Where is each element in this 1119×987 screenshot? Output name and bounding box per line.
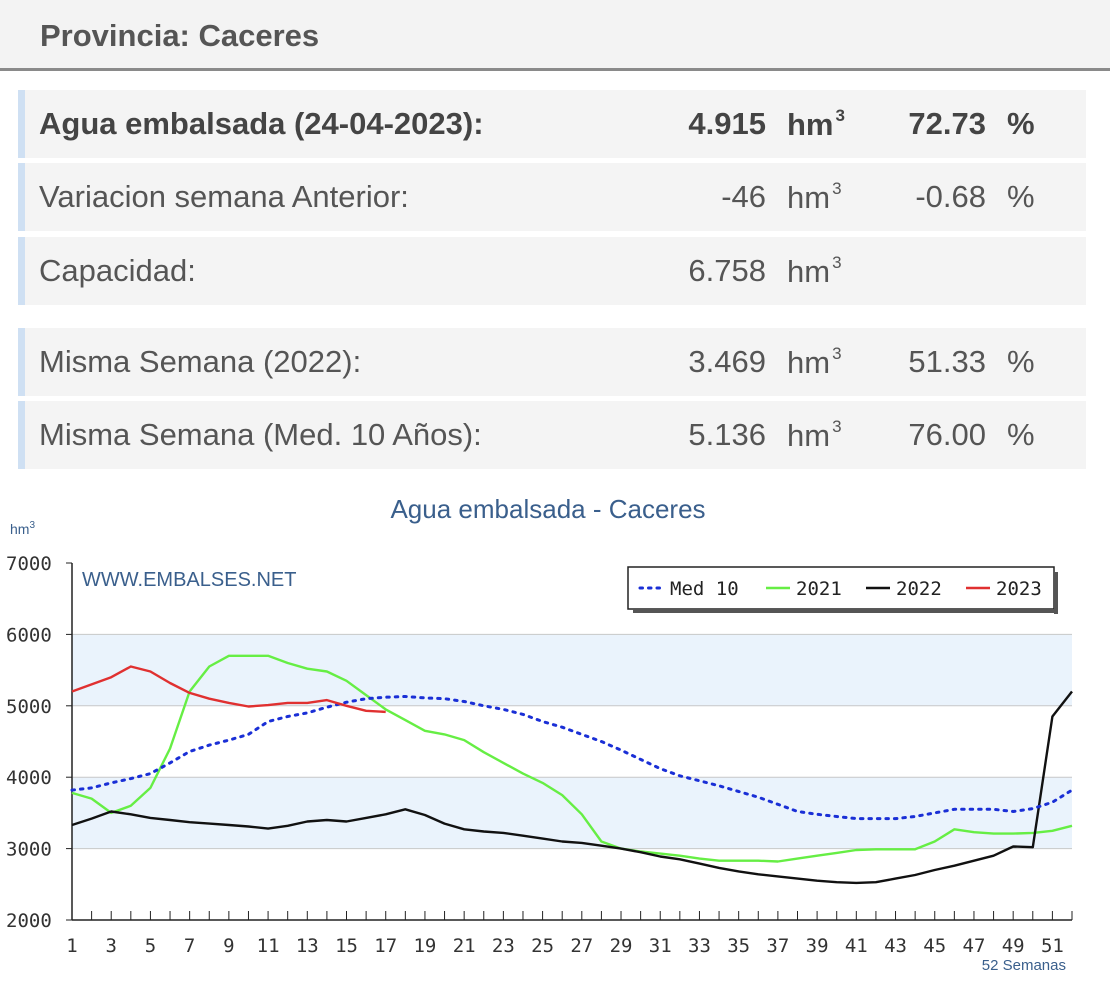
stat-percent-sign: %	[1007, 417, 1035, 452]
stat-label: Variacion semana Anterior:	[39, 179, 409, 214]
x-tick-label: 31	[649, 935, 672, 957]
stat-label: Agua embalsada (24-04-2023):	[39, 106, 484, 141]
plot-area	[72, 563, 1072, 920]
series-line-2022	[71, 690, 1073, 885]
stat-percent-sign: %	[1007, 106, 1035, 141]
x-tick-label: 45	[923, 935, 946, 957]
stat-label: Misma Semana (2022):	[39, 344, 362, 379]
x-tick-label: 43	[884, 935, 907, 957]
plot-band	[72, 634, 1072, 706]
province-header: Provincia: Caceres	[0, 0, 1110, 71]
x-tick-label: 23	[492, 935, 515, 957]
stat-unit-text: hm	[787, 107, 834, 142]
x-tick-label: 1	[66, 935, 77, 957]
chart-title: Agua embalsada - Caceres	[390, 494, 705, 524]
stat-percent: 76.00	[908, 417, 986, 452]
stat-percent: 72.73	[908, 106, 986, 141]
x-axis-note: 52 Semanas	[982, 957, 1066, 974]
stat-unit: hm 3	[787, 417, 842, 454]
stat-value: 5.136	[688, 417, 766, 452]
x-tick-label: 11	[257, 935, 280, 957]
stat-value: 3.469	[688, 344, 766, 379]
stat-unit-text: hm	[787, 180, 831, 215]
stat-unit: hm 3	[787, 179, 842, 216]
x-tick-label: 13	[296, 935, 319, 957]
stat-percent: -0.68	[915, 179, 986, 214]
x-tick-label: 41	[845, 935, 868, 957]
x-tick-label: 3	[105, 935, 116, 957]
y-tick-label: 2000	[6, 910, 52, 932]
plot-band	[72, 777, 1072, 849]
stat-unit-sup: 3	[832, 253, 842, 272]
stats-row: Agua embalsada (24-04-2023): 4.915 hm 3 72.7…	[18, 90, 1086, 158]
stat-unit: hm 3	[787, 344, 842, 381]
y-tick-label: 7000	[6, 553, 52, 575]
stats-row: Capacidad: 6.758 hm 3	[18, 237, 1086, 305]
x-tick-label: 25	[531, 935, 554, 957]
legend-shadow	[1054, 572, 1058, 614]
x-tick-label: 27	[570, 935, 593, 957]
x-tick-label: 19	[413, 935, 436, 957]
stats-row: Misma Semana (Med. 10 Años): 5.136 hm 3 76.0…	[18, 401, 1086, 469]
x-tick-label: 29	[610, 935, 633, 957]
legend-label: 2021	[796, 578, 842, 600]
x-tick-label: 5	[145, 935, 156, 957]
x-tick-label: 47	[963, 935, 986, 957]
stats-row: Misma Semana (2022): 3.469 hm 3 51.33%	[18, 328, 1086, 396]
x-tick-label: 37	[766, 935, 789, 957]
x-tick-label: 51	[1041, 935, 1064, 957]
province-title: Provincia: Caceres	[40, 18, 320, 53]
stat-unit: hm 3	[787, 253, 842, 290]
x-tick-label: 35	[727, 935, 750, 957]
y-tick-label: 4000	[6, 767, 52, 789]
stat-unit-text: hm	[787, 418, 831, 453]
y-tick-label: 6000	[6, 624, 52, 646]
series-line-2021	[71, 654, 1073, 863]
legend-label: Med 10	[670, 578, 739, 600]
stat-percent-sign: %	[1007, 344, 1035, 379]
stat-unit-sup: 3	[832, 344, 842, 363]
stat-value: 4.915	[688, 106, 766, 141]
x-tick-label: 39	[806, 935, 829, 957]
y-tick-label: 5000	[6, 696, 52, 718]
stat-label: Capacidad:	[39, 253, 196, 288]
watermark: WWW.EMBALSES.NET	[82, 569, 296, 591]
x-tick-label: 33	[688, 935, 711, 957]
stat-value: -46	[721, 179, 766, 214]
stats-row: Variacion semana Anterior: -46 hm 3 -0.68%	[18, 163, 1086, 231]
x-tick-label: 15	[335, 935, 358, 957]
series-line-2023	[71, 665, 386, 714]
x-tick-label: 21	[453, 935, 476, 957]
stat-percent-sign: %	[1007, 179, 1035, 214]
stat-unit: hm 3	[787, 106, 845, 143]
x-tick-label: 49	[1002, 935, 1025, 957]
x-tick-label: 17	[374, 935, 397, 957]
y-axis-unit-label: hm3	[10, 520, 35, 537]
stat-unit-sup: 3	[832, 417, 842, 436]
stat-label: Misma Semana (Med. 10 Años):	[39, 417, 482, 452]
y-tick-label: 3000	[6, 839, 52, 861]
reservoir-chart: 2000 3000 4000 5000 6000 7000 1 3 5 7 9 11 13 15 17 19 2…	[0, 480, 1119, 982]
stat-value: 6.758	[688, 253, 766, 288]
legend-label: 2023	[996, 578, 1042, 600]
x-tick-label: 9	[223, 935, 234, 957]
stat-percent: 51.33	[908, 344, 986, 379]
stat-unit-text: hm	[787, 345, 831, 380]
legend-label: 2022	[896, 578, 942, 600]
stat-unit-sup: 3	[832, 179, 842, 198]
stat-unit-sup: 3	[835, 106, 845, 125]
legend-shadow	[633, 609, 1058, 613]
series-line-med-10	[70, 695, 1074, 821]
x-tick-label: 7	[184, 935, 195, 957]
stat-unit-text: hm	[787, 254, 831, 289]
